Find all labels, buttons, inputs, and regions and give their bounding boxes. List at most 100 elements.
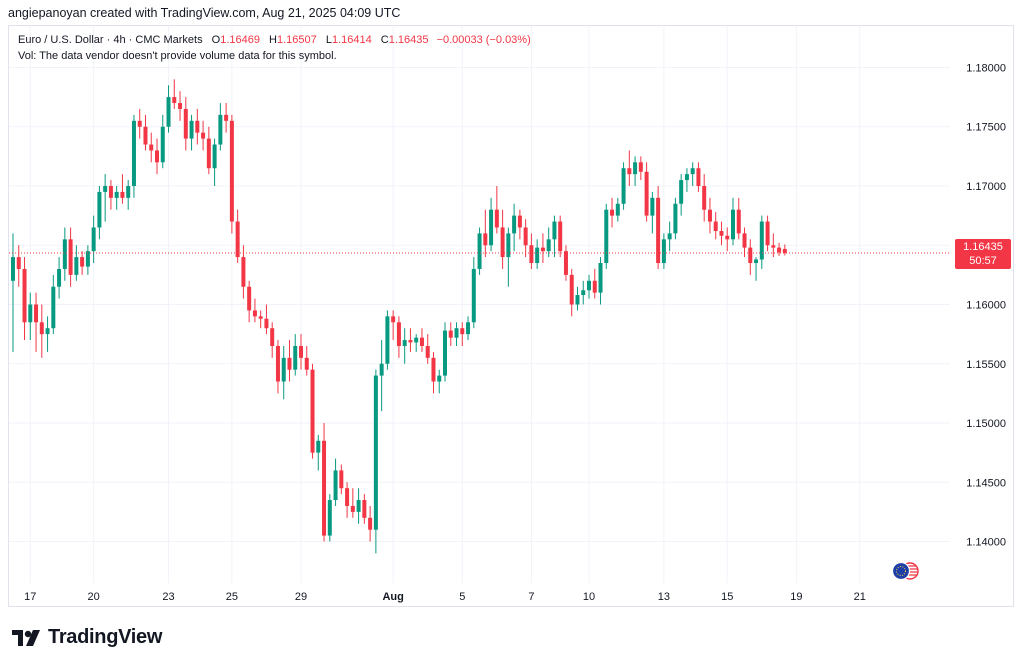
candle[interactable] — [322, 423, 327, 542]
candle[interactable] — [281, 345, 286, 400]
candle[interactable] — [771, 233, 776, 258]
candle[interactable] — [558, 215, 563, 258]
candle[interactable] — [68, 227, 73, 287]
candle[interactable] — [385, 310, 390, 370]
candle[interactable] — [356, 488, 361, 524]
candle[interactable] — [316, 434, 321, 471]
candle[interactable] — [114, 185, 119, 210]
candle[interactable] — [379, 340, 384, 412]
candle[interactable] — [310, 363, 315, 459]
candle[interactable] — [143, 114, 148, 151]
candle[interactable] — [529, 233, 534, 269]
candle[interactable] — [552, 215, 557, 258]
candle[interactable] — [782, 244, 787, 256]
candle[interactable] — [178, 91, 183, 121]
candle[interactable] — [748, 239, 753, 275]
eu-us-flag-icon[interactable] — [888, 561, 928, 581]
candle[interactable] — [241, 245, 246, 299]
candle[interactable] — [725, 227, 730, 252]
candle[interactable] — [229, 114, 234, 234]
candle[interactable] — [621, 162, 626, 210]
candle[interactable] — [575, 286, 580, 311]
candle[interactable] — [339, 464, 344, 495]
candle[interactable] — [80, 251, 85, 275]
candle[interactable] — [91, 215, 96, 264]
candle[interactable] — [523, 219, 528, 258]
candle[interactable] — [172, 79, 177, 109]
candle[interactable] — [615, 197, 620, 222]
candle[interactable] — [345, 482, 350, 518]
candle[interactable] — [437, 369, 442, 394]
candle[interactable] — [195, 108, 200, 145]
candle[interactable] — [126, 180, 131, 210]
candle[interactable] — [627, 150, 632, 186]
candle[interactable] — [212, 138, 217, 186]
candle[interactable] — [517, 209, 522, 240]
candle[interactable] — [264, 304, 269, 335]
candle[interactable] — [673, 197, 678, 240]
candle[interactable] — [362, 494, 367, 524]
candle[interactable] — [742, 227, 747, 258]
candle[interactable] — [224, 103, 229, 133]
candle[interactable] — [275, 340, 280, 394]
candle[interactable] — [540, 233, 545, 264]
candle[interactable] — [189, 114, 194, 151]
candle[interactable] — [327, 494, 332, 542]
candle[interactable] — [512, 203, 517, 252]
candle[interactable] — [39, 304, 44, 358]
candle[interactable] — [581, 280, 586, 305]
candle[interactable] — [592, 268, 597, 299]
candle[interactable] — [85, 245, 90, 275]
candle[interactable] — [604, 203, 609, 269]
candle[interactable] — [661, 233, 666, 269]
candle[interactable] — [719, 221, 724, 246]
candle[interactable] — [431, 351, 436, 394]
candle[interactable] — [736, 197, 741, 240]
candle[interactable] — [759, 215, 764, 269]
candle[interactable] — [598, 257, 603, 305]
candle[interactable] — [483, 209, 488, 258]
candle[interactable] — [74, 245, 79, 281]
candle[interactable] — [247, 280, 252, 323]
candle[interactable] — [235, 209, 240, 264]
candle[interactable] — [679, 174, 684, 216]
candle[interactable] — [45, 316, 50, 352]
candle[interactable] — [684, 168, 689, 192]
candle[interactable] — [667, 221, 672, 252]
chart-frame[interactable] — [8, 25, 1014, 607]
candle[interactable] — [471, 257, 476, 329]
candle[interactable] — [34, 292, 39, 352]
candle[interactable] — [22, 257, 27, 341]
candle[interactable] — [206, 126, 211, 175]
candle[interactable] — [201, 120, 206, 151]
candle[interactable] — [638, 156, 643, 181]
candle[interactable] — [396, 316, 401, 358]
candle[interactable] — [563, 245, 568, 281]
candle[interactable] — [402, 328, 407, 364]
candle[interactable] — [97, 185, 102, 240]
candle[interactable] — [460, 322, 465, 346]
candle[interactable] — [155, 138, 159, 175]
candle[interactable] — [506, 227, 511, 287]
candle[interactable] — [11, 233, 15, 352]
candle[interactable] — [368, 505, 373, 542]
candle[interactable] — [489, 197, 494, 252]
candle[interactable] — [765, 215, 770, 252]
candle[interactable] — [287, 340, 292, 382]
candle[interactable] — [731, 197, 735, 246]
candle[interactable] — [373, 369, 378, 554]
candle[interactable] — [702, 174, 707, 222]
candle[interactable] — [51, 274, 56, 335]
candle[interactable] — [408, 328, 413, 352]
candle[interactable] — [425, 334, 430, 364]
candle[interactable] — [707, 197, 712, 234]
candle[interactable] — [304, 345, 309, 376]
candle[interactable] — [644, 162, 649, 222]
candle[interactable] — [419, 328, 424, 352]
candle[interactable] — [350, 488, 355, 518]
candle[interactable] — [183, 97, 188, 151]
candle[interactable] — [333, 458, 338, 506]
candle[interactable] — [391, 310, 396, 341]
candle[interactable] — [690, 162, 695, 186]
